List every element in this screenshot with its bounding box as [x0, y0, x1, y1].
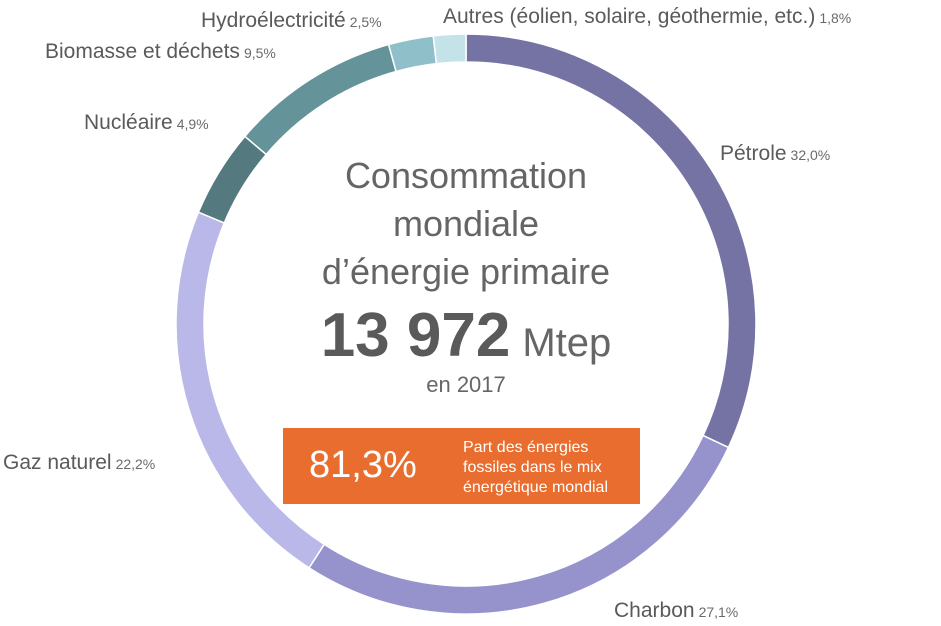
donut-slice-5	[387, 35, 438, 73]
label-biomasse: Biomasse et déchets 9,5%	[45, 41, 276, 62]
label-autres: Autres (éolien, solaire, géothermie, etc…	[443, 6, 851, 27]
total-unit: Mtep	[522, 321, 612, 365]
title-line: mondiale	[392, 203, 540, 244]
donut-slice-6	[432, 33, 467, 65]
slice-percent: 9,5%	[243, 45, 276, 61]
fossil-share-value: 81,3%	[309, 444, 417, 486]
slice-name: Biomasse et déchets	[45, 40, 240, 63]
slice-percent: 1,8%	[819, 10, 852, 26]
label-gaz-naturel: Gaz naturel 22,2%	[3, 452, 155, 473]
slice-percent: 2,5%	[349, 14, 382, 30]
label-hydro: Hydroélectricité 2,5%	[201, 10, 382, 31]
chart-title: Consommation mondiale d’énergie primaire	[256, 152, 676, 296]
year-label: en 2017	[426, 372, 506, 397]
label-nucleaire: Nucléaire 4,9%	[84, 112, 209, 133]
slice-name: Hydroélectricité	[201, 9, 346, 32]
slice-name: Charbon	[614, 599, 695, 622]
title-line: d’énergie primaire	[321, 251, 611, 292]
slice-percent: 22,2%	[115, 456, 156, 472]
label-charbon: Charbon 27,1%	[614, 600, 738, 621]
slice-name: Gaz naturel	[3, 451, 112, 474]
total-value: 13 972	[320, 301, 511, 370]
total-line: 13 972 Mtep	[256, 300, 676, 371]
slice-percent: 27,1%	[698, 604, 739, 620]
slice-name: Autres (éolien, solaire, géothermie, etc…	[443, 5, 816, 28]
slice-name: Nucléaire	[84, 111, 173, 134]
label-petrole: Pétrole 32,0%	[720, 143, 830, 164]
fossil-share-text: Part des énergies fossiles dans le mix é…	[463, 439, 608, 496]
slice-name: Pétrole	[720, 142, 787, 165]
title-line: Consommation	[344, 155, 588, 196]
slice-percent: 32,0%	[790, 147, 831, 163]
slice-percent: 4,9%	[176, 116, 209, 132]
fossil-share-box: 81,3% Part des énergies fossiles dans le…	[283, 428, 640, 504]
